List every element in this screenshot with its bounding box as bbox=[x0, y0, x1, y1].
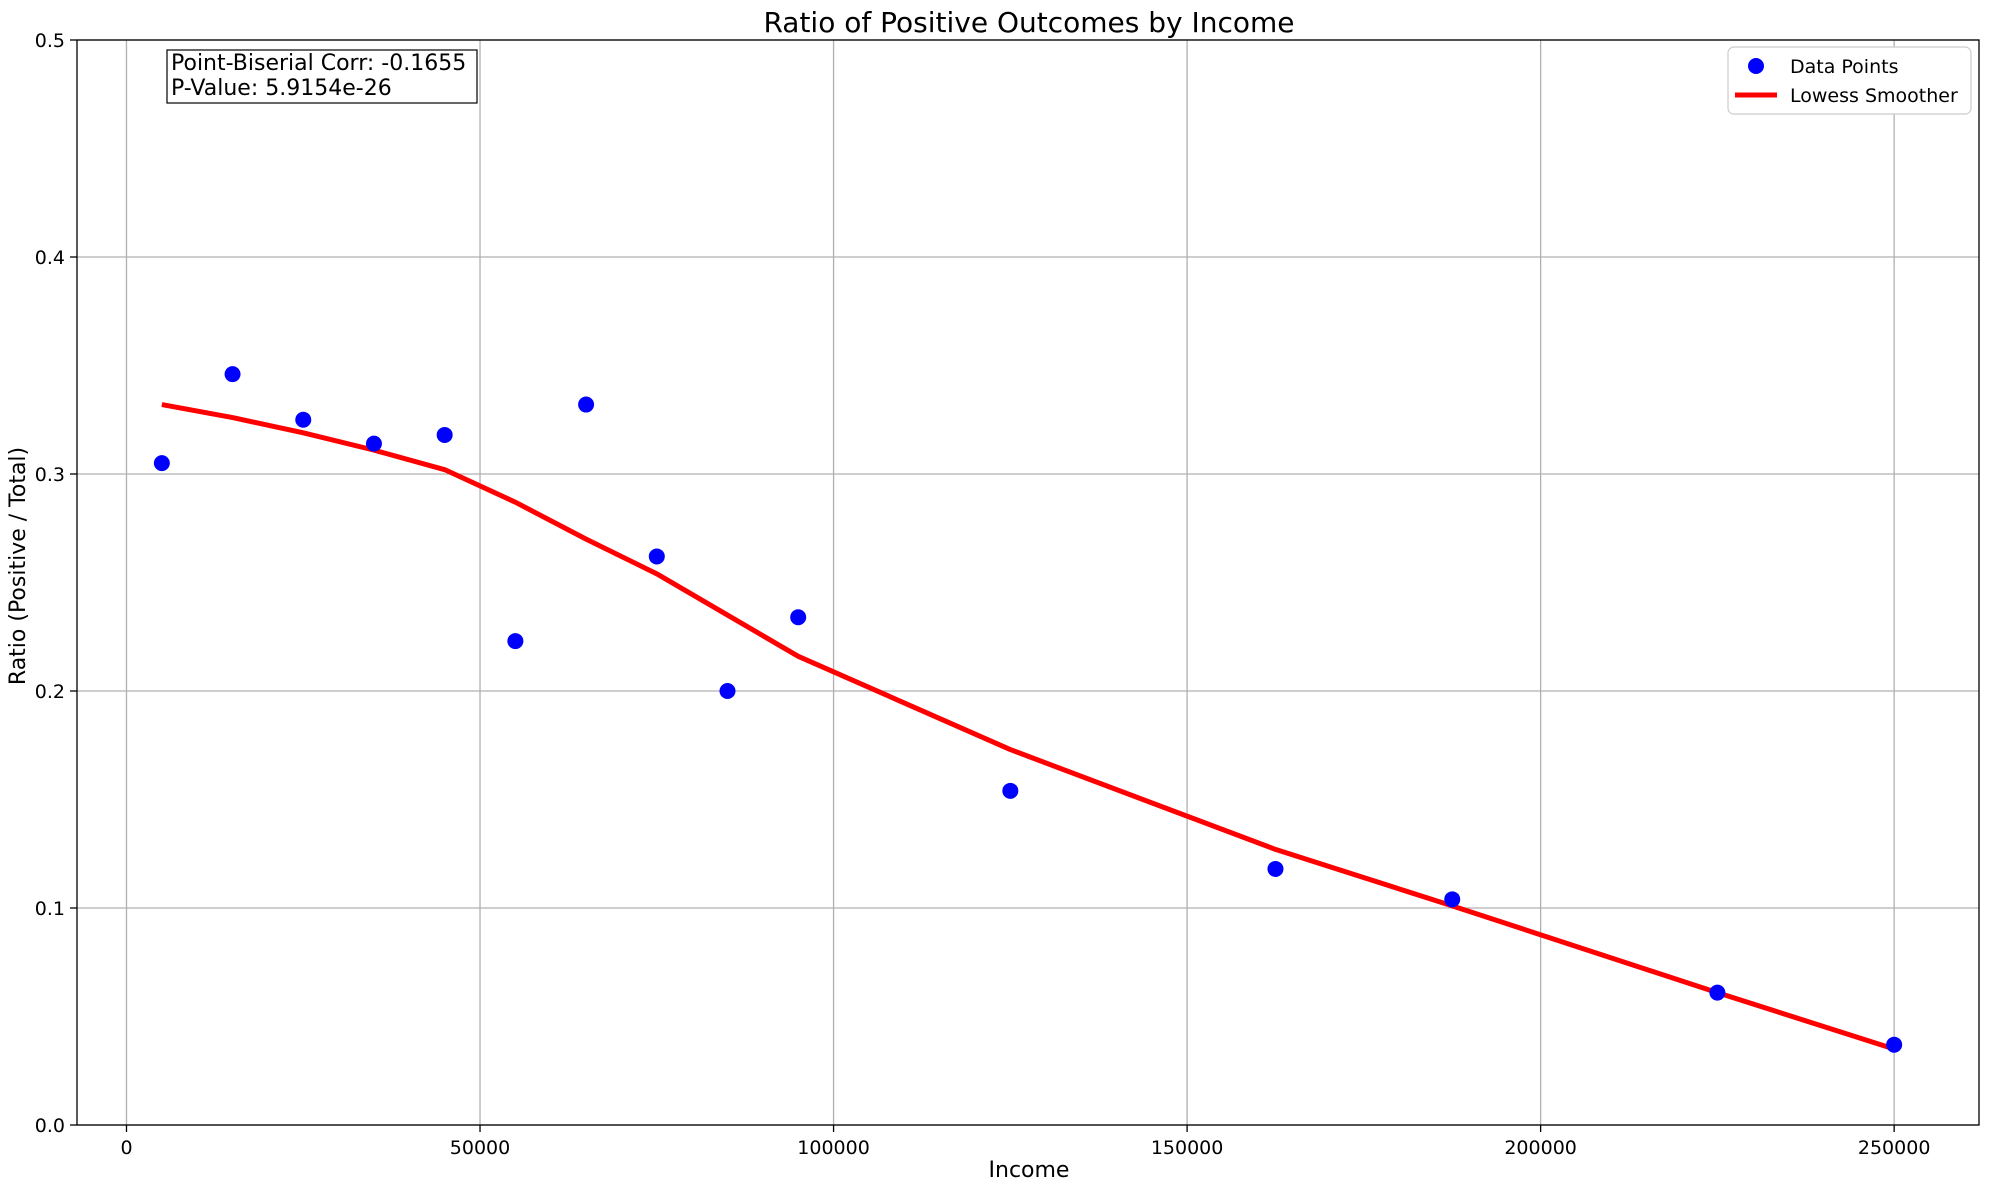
legend[interactable]: Data Points Lowess Smoother bbox=[1727, 46, 1972, 115]
stats-correlation: Point-Biserial Corr: -0.1655 bbox=[171, 51, 466, 76]
stats-p-value: P-Value: 5.9154e-26 bbox=[171, 76, 392, 101]
y-tick-label: 0.5 bbox=[35, 30, 65, 52]
data-point bbox=[507, 633, 524, 650]
data-point bbox=[1267, 860, 1284, 877]
stats-box-frame bbox=[166, 49, 478, 104]
y-axis-label: Ratio (Positive / Total) bbox=[6, 447, 31, 685]
data-point bbox=[295, 411, 312, 428]
data-point bbox=[719, 683, 736, 699]
y-tick-label: 0.4 bbox=[35, 247, 65, 269]
x-tick-label: 150000 bbox=[1151, 1137, 1224, 1159]
x-axis-label: Income bbox=[989, 1158, 1070, 1183]
data-point bbox=[648, 548, 665, 565]
legend-label-lowess: Lowess Smoother bbox=[1790, 85, 1958, 107]
plot-frame bbox=[76, 39, 1980, 1126]
lowess-smoother-line bbox=[161, 402, 1895, 1052]
y-tick-label: 0.2 bbox=[35, 681, 65, 703]
y-tick-label: 0.3 bbox=[35, 464, 65, 486]
ticks: 0 50000 100000 150000 200000 250000 0.0 0.1 0.2 0… bbox=[35, 30, 1931, 1159]
data-point bbox=[224, 366, 241, 383]
x-tick-label: 200000 bbox=[1504, 1137, 1577, 1159]
x-tick-label: 50000 bbox=[450, 1137, 510, 1159]
stats-box: Point-Biserial Corr: -0.1655 P-Value: 5.… bbox=[166, 49, 478, 104]
y-tick-label: 0.1 bbox=[35, 898, 65, 920]
y-tick-label: 0.0 bbox=[35, 1115, 65, 1137]
chart-title: Ratio of Positive Outcomes by Income bbox=[763, 6, 1294, 39]
x-tick-label: 0 bbox=[120, 1137, 132, 1159]
data-point bbox=[365, 435, 382, 452]
points-layer bbox=[153, 366, 1903, 1053]
data-point bbox=[790, 609, 807, 626]
lowess-layer bbox=[161, 402, 1895, 1052]
data-point bbox=[1444, 891, 1461, 908]
data-point bbox=[1886, 1036, 1903, 1053]
data-point bbox=[1002, 782, 1019, 799]
x-tick-label: 250000 bbox=[1858, 1137, 1931, 1159]
data-point bbox=[153, 455, 170, 472]
legend-marker-data-points bbox=[1748, 58, 1764, 74]
data-point bbox=[1709, 984, 1726, 1001]
x-tick-label: 100000 bbox=[797, 1137, 870, 1159]
legend-label-data-points: Data Points bbox=[1790, 56, 1898, 78]
data-point bbox=[578, 396, 595, 413]
data-point bbox=[436, 426, 453, 443]
legend-frame bbox=[1727, 46, 1972, 115]
grid bbox=[77, 39, 1979, 1126]
